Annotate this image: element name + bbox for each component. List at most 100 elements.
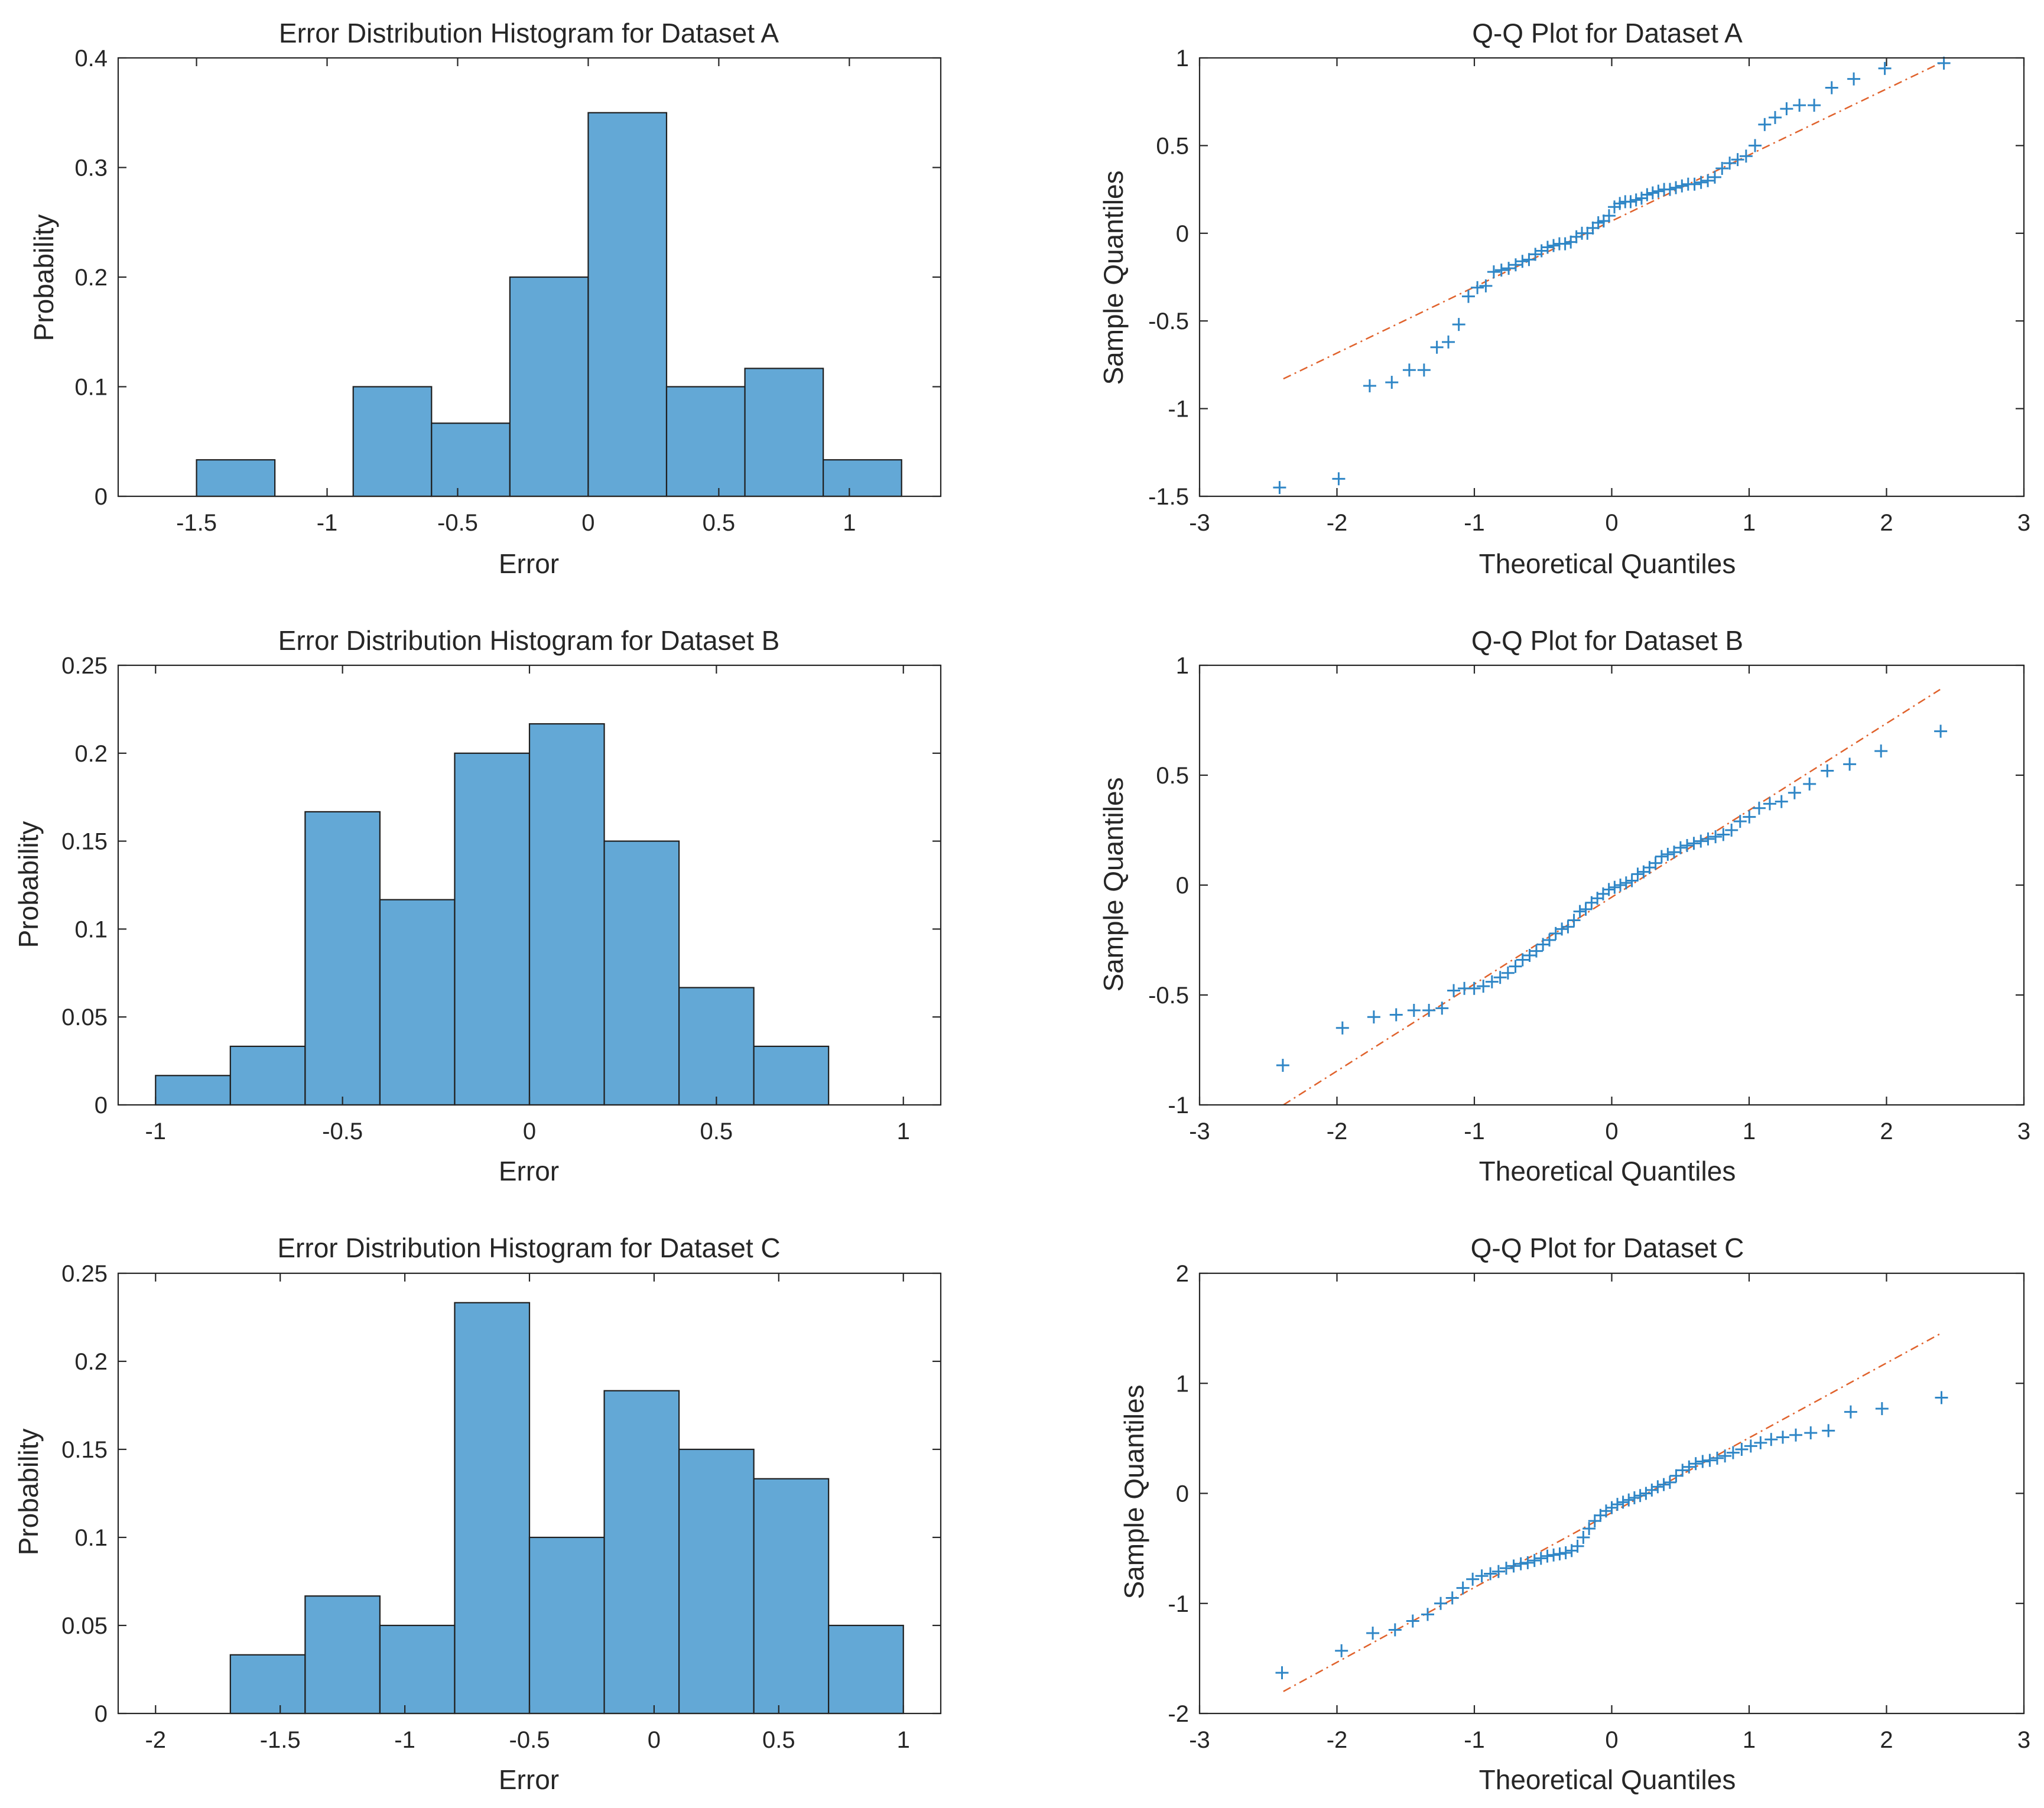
qq-point [1561, 920, 1575, 934]
qq-point [1744, 1439, 1757, 1453]
qq-point [1624, 195, 1637, 209]
qq-plot-dataset-b: Q-Q Plot for Dataset B Theoretical Quant… [1098, 625, 2030, 1186]
qq-point [1875, 1402, 1889, 1416]
histogram-bar [431, 422, 511, 497]
qq-point [1639, 1487, 1653, 1500]
chart-title: Error Distribution Histogram for Dataset… [278, 625, 780, 656]
qq-point [1553, 1547, 1567, 1560]
qq-point [1934, 724, 1948, 738]
qq-point [1597, 214, 1610, 228]
qq-point [1571, 1539, 1584, 1553]
x-tick-label: 1 [1743, 1727, 1756, 1753]
qq-point [1509, 258, 1522, 272]
histogram-bar [587, 112, 668, 497]
chart-title: Q-Q Plot for Dataset B [1471, 625, 1743, 656]
qq-point [1752, 801, 1766, 815]
y-tick-label: -2 [1168, 1701, 1189, 1727]
qq-plot-dataset-c: Q-Q Plot for Dataset C Theoretical Quant… [1119, 1233, 2030, 1795]
histogram-bar [229, 1654, 306, 1715]
qq-point [1582, 1522, 1596, 1536]
y-tick-label: 0.05 [61, 1004, 108, 1030]
qq-point [1733, 815, 1747, 828]
qq-point [1335, 1644, 1348, 1657]
qq-point [1676, 1464, 1689, 1477]
histogram-dataset-a: Error Distribution Histogram for Dataset… [28, 18, 942, 579]
qq-point [1645, 1483, 1659, 1497]
qq-point [1541, 240, 1554, 254]
x-tick-label: 1 [1743, 510, 1756, 536]
qq-point [1276, 1059, 1289, 1072]
y-tick-label: 0 [95, 1701, 108, 1727]
histogram-bar [753, 1478, 830, 1715]
qq-point [1735, 1443, 1749, 1456]
qq-point [1631, 867, 1645, 881]
y-tick-label: 0.1 [74, 1525, 108, 1551]
x-tick-label: -2 [145, 1727, 166, 1753]
qq-point [1689, 1457, 1702, 1471]
histogram-bar [828, 1624, 904, 1715]
y-tick-label: 0.4 [74, 45, 108, 71]
x-tick-label: -1 [317, 510, 338, 536]
qq-point [1681, 839, 1694, 853]
histogram-bar [528, 1536, 605, 1715]
qq-point [1669, 1469, 1683, 1482]
x-tick-label: 2 [1880, 1118, 1893, 1144]
qq-point [1825, 81, 1838, 95]
x-tick-label: -2 [1327, 510, 1348, 536]
qq-point [1622, 1493, 1636, 1507]
y-tick-label: 1 [1176, 45, 1189, 71]
y-tick-label: 1 [1176, 1371, 1189, 1397]
chart-title: Q-Q Plot for Dataset A [1472, 18, 1743, 48]
qq-point [1629, 193, 1643, 207]
qq-point [1682, 1460, 1696, 1474]
qq-point [1788, 786, 1801, 799]
x-tick-label: 1 [897, 1118, 910, 1144]
x-tick-label: 1 [843, 510, 856, 536]
qq-point [1843, 757, 1857, 771]
qq-point [1573, 905, 1587, 918]
x-tick-label: 0.5 [703, 510, 736, 536]
chart-title: Error Distribution Histogram for Dataset… [277, 1233, 780, 1263]
qq-point [1715, 161, 1729, 175]
qq-point [1669, 181, 1683, 194]
histogram-bar [678, 987, 755, 1106]
histogram-bar [603, 1390, 680, 1715]
qq-point [1366, 1627, 1380, 1640]
y-tick-label: 0.2 [74, 1349, 108, 1375]
qq-point [1937, 56, 1951, 70]
histogram-bar [379, 1624, 456, 1715]
y-tick-label: 0.2 [74, 741, 108, 767]
qq-point [1516, 255, 1529, 268]
y-tick-label: 0.25 [61, 1261, 108, 1287]
histogram-bar [155, 1075, 231, 1106]
qq-point [1499, 1562, 1513, 1575]
plot-area: -3 -2 -1 0 1 2 3 -1 -0.5 0 0.5 1 [1148, 653, 2030, 1144]
x-tick-label: 3 [2017, 1118, 2030, 1144]
histogram-bar [603, 840, 680, 1106]
qq-point [1673, 841, 1687, 854]
qq-point [1602, 209, 1616, 223]
qq-point [1847, 72, 1861, 86]
x-tick-label: 2 [1880, 1727, 1893, 1753]
qq-point [1718, 1449, 1732, 1463]
histogram-bar [304, 1595, 381, 1715]
qq-point [1581, 226, 1594, 240]
qq-point [1822, 1424, 1835, 1438]
x-tick-label: 0 [648, 1727, 661, 1753]
qq-point [1614, 879, 1627, 892]
qq-point [1493, 971, 1507, 984]
plot-area: -3 -2 -1 0 1 2 3 -1.5 -1 -0.5 0 0.5 1 [1148, 45, 2030, 536]
qq-point [1559, 1546, 1572, 1560]
y-axis-label: Probability [28, 214, 59, 342]
qq-point [1509, 960, 1522, 973]
y-tick-label: 0.1 [74, 375, 108, 401]
qq-point [1447, 984, 1461, 997]
qq-point [1874, 744, 1888, 758]
qq-point [1688, 177, 1701, 191]
qq-point [1935, 1391, 1948, 1404]
y-tick-label: 0.5 [1156, 133, 1189, 159]
qq-point [1579, 902, 1593, 916]
qq-point [1749, 139, 1762, 152]
x-tick-label: -1 [1464, 1727, 1485, 1753]
qq-point [1804, 1426, 1818, 1440]
